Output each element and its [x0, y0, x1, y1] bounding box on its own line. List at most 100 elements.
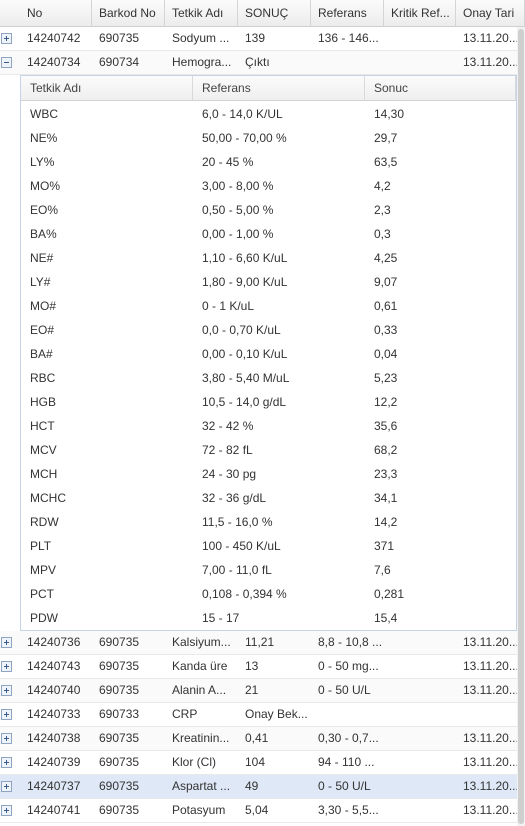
cell-kritik [384, 775, 456, 799]
detail-cell-tetkik: BA% [30, 227, 57, 241]
table-row[interactable]: 14240741 690735 Potasyum 5,04 3,30 - 5,5... 1… [0, 799, 525, 823]
detail-row[interactable]: EO# 0,0 - 0,70 K/uL 0,33 [21, 318, 516, 342]
cell-tetkik: Hemogra... [172, 55, 232, 69]
detail-cell-referans: 1,80 - 9,00 K/uL [202, 275, 288, 289]
detail-cell-referans: 10,5 - 14,0 g/dL [202, 395, 287, 409]
detail-row[interactable]: PLT 100 - 450 K/uL 371 [21, 534, 516, 558]
detail-cell-sonuc: 0,04 [374, 347, 398, 361]
detail-row[interactable]: EO% 0,50 - 5,00 % 2,3 [21, 198, 516, 222]
grid-header: No Barkod No Tetkik Adı SONUÇ Referans Kritik… [0, 0, 525, 27]
detail-cell-tetkik: HCT [30, 419, 55, 433]
detail-cell-tetkik: PLT [30, 539, 52, 553]
detail-row[interactable]: RBC 3,80 - 5,40 M/uL 5,23 [21, 366, 516, 390]
cell-tetkik: CRP [172, 707, 198, 721]
detail-column-header-tetkik[interactable]: Tetkik Adı [21, 76, 193, 101]
expand-icon[interactable] [1, 637, 12, 648]
detail-cell-tetkik: BA# [30, 347, 53, 361]
detail-cell-sonuc: 5,23 [374, 371, 398, 385]
detail-column-header-sonuc[interactable]: Sonuc [365, 76, 516, 101]
cell-no: 14240741 [27, 803, 81, 817]
table-row[interactable]: 14240740 690735 Alanin A... 21 0 - 50 U/L 13.… [0, 679, 525, 703]
cell-kritik [384, 799, 456, 823]
scrollbar-thumb[interactable] [518, 29, 524, 824]
table-row[interactable]: 14240733 690733 CRP Onay Bek... [0, 703, 525, 727]
detail-row[interactable]: BA% 0,00 - 1,00 % 0,3 [21, 222, 516, 246]
detail-row[interactable]: WBC 6,0 - 14,0 K/UL 14,30 [21, 102, 516, 126]
cell-no: 14240733 [27, 707, 81, 721]
detail-row[interactable]: NE# 1,10 - 6,60 K/uL 4,25 [21, 246, 516, 270]
expand-icon[interactable] [1, 33, 12, 44]
cell-onay: 13.11.20... [463, 779, 519, 793]
column-header-sonuc[interactable]: SONUÇ [238, 0, 311, 27]
detail-row[interactable]: MPV 7,00 - 11,0 fL 7,6 [21, 558, 516, 582]
detail-row[interactable]: RDW 11,5 - 16,0 % 14,2 [21, 510, 516, 534]
detail-row[interactable]: MCHC 32 - 36 g/dL 34,1 [21, 486, 516, 510]
detail-row[interactable]: MO% 3,00 - 8,00 % 4,2 [21, 174, 516, 198]
expand-icon[interactable] [1, 733, 12, 744]
cell-barkod: 690735 [99, 755, 140, 769]
cell-referans: 0,30 - 0,7... [318, 731, 379, 745]
detail-cell-tetkik: RBC [30, 371, 56, 385]
detail-cell-referans: 11,5 - 16,0 % [202, 515, 273, 529]
expand-icon[interactable] [1, 805, 12, 816]
cell-barkod: 690735 [99, 803, 140, 817]
detail-row[interactable]: HCT 32 - 42 % 35,6 [21, 414, 516, 438]
cell-sonuc: Onay Bek... [245, 707, 308, 721]
detail-cell-referans: 3,00 - 8,00 % [202, 179, 274, 193]
detail-row[interactable]: MCV 72 - 82 fL 68,2 [21, 438, 516, 462]
table-row[interactable]: 14240736 690735 Kalsiyum... 11,21 8,8 - 10,8… [0, 631, 525, 655]
cell-referans: 94 - 110 ... [318, 755, 375, 769]
detail-cell-referans: 0,50 - 5,00 % [202, 203, 274, 217]
detail-row[interactable]: BA# 0,00 - 0,10 K/uL 0,04 [21, 342, 516, 366]
expand-icon[interactable] [1, 709, 12, 720]
detail-row[interactable]: MCH 24 - 30 pg 23,3 [21, 462, 516, 486]
cell-sonuc: 21 [245, 683, 259, 697]
cell-tetkik: Kalsiyum... [172, 635, 231, 649]
detail-row[interactable]: HGB 10,5 - 14,0 g/dL 12,2 [21, 390, 516, 414]
table-row[interactable]: 14240742 690735 Sodyum ... 139 136 - 146... 1… [0, 27, 525, 51]
detail-cell-tetkik: RDW [30, 515, 59, 529]
vertical-scrollbar[interactable] [517, 27, 525, 826]
table-row[interactable]: 14240734 690734 Hemogra... Çıktı 13.11.20... [0, 51, 525, 75]
table-row[interactable]: 14240739 690735 Klor (Cl) 104 94 - 110 ... 13… [0, 751, 525, 775]
detail-cell-referans: 32 - 36 g/dL [202, 491, 267, 505]
column-header-referans[interactable]: Referans [311, 0, 384, 27]
detail-row[interactable]: NE% 50,00 - 70,00 % 29,7 [21, 126, 516, 150]
cell-kritik [384, 655, 456, 679]
expand-icon[interactable] [1, 781, 12, 792]
column-header-barkod[interactable]: Barkod No [92, 0, 165, 27]
cell-sonuc: 0,41 [245, 731, 269, 745]
cell-referans: 0 - 50 U/L [318, 779, 371, 793]
expand-icon[interactable] [1, 685, 12, 696]
detail-cell-referans: 0,0 - 0,70 K/uL [202, 323, 281, 337]
collapse-icon[interactable] [1, 57, 12, 68]
detail-row[interactable]: MO# 0 - 1 K/uL 0,61 [21, 294, 516, 318]
detail-cell-tetkik: WBC [30, 107, 58, 121]
table-row[interactable]: 14240743 690735 Kanda üre 13 0 - 50 mg... 13.… [0, 655, 525, 679]
column-header-onay[interactable]: Onay Tari [456, 0, 525, 27]
detail-row[interactable]: LY# 1,80 - 9,00 K/uL 9,07 [21, 270, 516, 294]
column-header-no[interactable]: No [20, 0, 92, 27]
detail-cell-sonuc: 0,33 [374, 323, 398, 337]
expand-icon[interactable] [1, 757, 12, 768]
column-header-tetkik[interactable]: Tetkik Adı [165, 0, 238, 27]
expand-icon[interactable] [1, 661, 12, 672]
detail-row[interactable]: PDW 15 - 17 15,4 [21, 606, 516, 630]
cell-sonuc: 5,04 [245, 803, 269, 817]
cell-referans: 136 - 146... [318, 31, 379, 45]
cell-no: 14240736 [27, 635, 81, 649]
cell-no: 14240743 [27, 659, 81, 673]
detail-cell-sonuc: 15,4 [374, 611, 398, 625]
detail-row[interactable]: PCT 0,108 - 0,394 % 0,281 [21, 582, 516, 606]
cell-sonuc: 11,21 [245, 635, 275, 649]
detail-column-header-referans[interactable]: Referans [193, 76, 365, 101]
cell-no: 14240737 [27, 779, 81, 793]
detail-cell-tetkik: MO# [30, 299, 57, 313]
table-row[interactable]: 14240738 690735 Kreatinin... 0,41 0,30 - 0,7… [0, 727, 525, 751]
column-header-kritik[interactable]: Kritik Ref... [384, 0, 456, 27]
detail-cell-tetkik: PCT [30, 587, 54, 601]
cell-tetkik: Aspartat ... [172, 779, 231, 793]
cell-sonuc: 13 [245, 659, 259, 673]
table-row[interactable]: 14240737 690735 Aspartat ... 49 0 - 50 U/L 13… [0, 775, 525, 799]
detail-row[interactable]: LY% 20 - 45 % 63,5 [21, 150, 516, 174]
